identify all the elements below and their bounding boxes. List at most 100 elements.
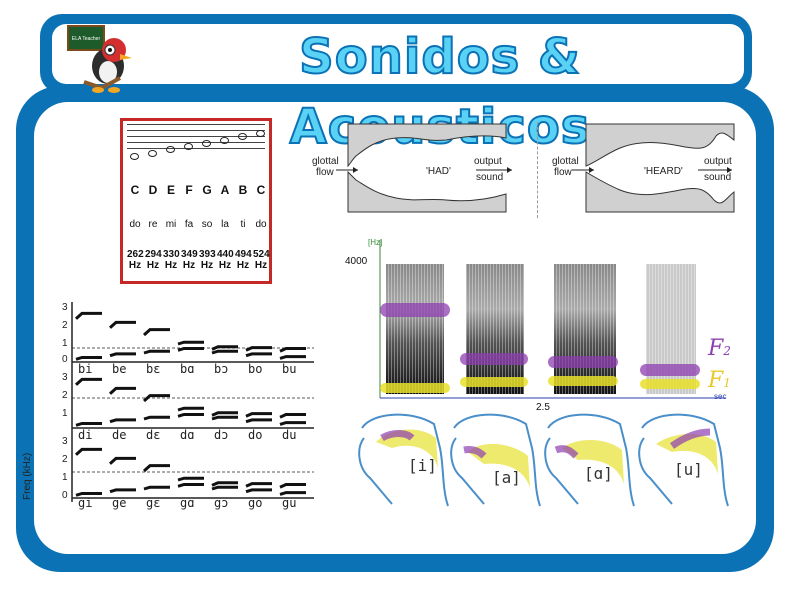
syllable-label: bɛ [146, 362, 161, 376]
f2-bar [211, 481, 238, 487]
profile-ah [544, 413, 635, 507]
spectro-x-tick: 2.5 [536, 402, 550, 413]
f2-bar [177, 476, 204, 482]
spectro-block-i [386, 264, 444, 394]
f1-bar [109, 418, 136, 424]
note-letter: A [220, 183, 230, 197]
note-solfege: do [255, 219, 267, 230]
f1-bar [75, 422, 102, 427]
heard-sound-label: sound [704, 172, 732, 183]
staff-note [238, 133, 247, 141]
tick-2b: 2 [62, 390, 68, 401]
syllable-label: bo [248, 362, 263, 376]
f1-bar [109, 488, 136, 494]
note-letter: E [166, 183, 175, 197]
f1-bar [279, 355, 306, 360]
syllable-formant-chart [71, 302, 314, 502]
f1-bar [75, 492, 102, 497]
tick-1b: 1 [62, 408, 68, 419]
f2-bar [108, 456, 136, 465]
note-letter: G [202, 183, 212, 197]
tick-2a: 2 [62, 320, 68, 331]
note-solfege: fa [184, 219, 194, 230]
syllable-label: dɔ [214, 428, 229, 442]
spectro-y-unit: [Hz] [368, 238, 383, 247]
note-letter: C [256, 183, 266, 197]
f1-bar [177, 347, 204, 352]
tick-0c: 0 [62, 490, 68, 501]
syllable-label: gi [78, 496, 93, 510]
f1-band-ah [548, 376, 618, 386]
f2-bar [245, 346, 272, 352]
f1-bar [143, 415, 170, 421]
formant-spectrogram [379, 240, 726, 399]
f2-band-u [640, 364, 700, 376]
syllable-label: du [282, 428, 297, 442]
f1-bar [75, 356, 102, 361]
syllable-label: bɑ [180, 362, 195, 376]
tick-2c: 2 [62, 454, 68, 465]
f1-bar [279, 491, 306, 496]
freq-axis-label: Freq (kHz) [22, 452, 33, 500]
tick-3b: 3 [62, 372, 68, 383]
staff-note [130, 153, 139, 160]
syllable-label: di [78, 428, 93, 442]
note-solfege: ti [240, 219, 246, 230]
note-frequency: 349 Hz [181, 249, 198, 271]
mascot-badge-text: ELA Teacher [72, 36, 101, 42]
had-center-label: 'HAD' [426, 166, 451, 177]
syllable-label: bu [282, 362, 297, 376]
staff-note [184, 143, 193, 151]
f1-bar [211, 485, 238, 491]
had-sound-label: sound [476, 172, 504, 183]
f2-bar [177, 406, 204, 412]
formant-bars [74, 311, 306, 497]
tick-3c: 3 [62, 436, 68, 447]
staff-note [166, 146, 175, 154]
tick-1a: 1 [62, 338, 68, 349]
note-solfege: do [129, 219, 141, 230]
f2-bar [279, 483, 306, 489]
f1-label: F1 [708, 368, 731, 393]
syllable-label: ge [112, 496, 127, 510]
had-output-label: output [474, 156, 502, 167]
f1-bar [177, 483, 204, 488]
spectro-x-unit: sec [714, 392, 727, 401]
spectro-block-a [466, 264, 524, 394]
note-solfege: mi [165, 219, 177, 230]
heard-flow-label: flow [554, 167, 572, 178]
syllable-label: be [112, 362, 127, 376]
note-letter: F [185, 183, 193, 197]
syllable-label: de [112, 428, 127, 442]
vocal-tract-heard-diagram [572, 123, 735, 213]
note-frequency: 494 Hz [235, 249, 252, 271]
f2-band-i [380, 303, 450, 317]
f1-band-u [640, 379, 700, 389]
f2-bar [211, 345, 238, 351]
f2-band-ah [548, 356, 618, 368]
heard-output-label: output [704, 156, 732, 167]
f1-bar [245, 488, 272, 494]
syllable-label: gɔ [214, 496, 229, 510]
f1-bar [211, 415, 238, 421]
staff-note [256, 129, 265, 137]
f2-bar [142, 328, 170, 337]
syllable-label: bɔ [214, 362, 229, 376]
profile-i [358, 413, 449, 507]
staff-note [202, 139, 211, 147]
note-letter: B [238, 183, 248, 197]
note-frequency: 294 Hz [145, 249, 162, 271]
tick-3a: 3 [62, 302, 68, 313]
staff-note [148, 149, 157, 157]
f2-bar [108, 386, 136, 395]
syllable-label: dɛ [146, 428, 161, 442]
f1-bar [245, 352, 272, 358]
f2-bar [74, 447, 102, 456]
vocal-tract-profiles [358, 413, 729, 507]
f2-label: F2 [708, 336, 731, 361]
f1-bar [245, 418, 272, 424]
staff-note [220, 136, 229, 144]
spectro-block-ah [554, 264, 616, 394]
f2-bar [245, 482, 272, 488]
